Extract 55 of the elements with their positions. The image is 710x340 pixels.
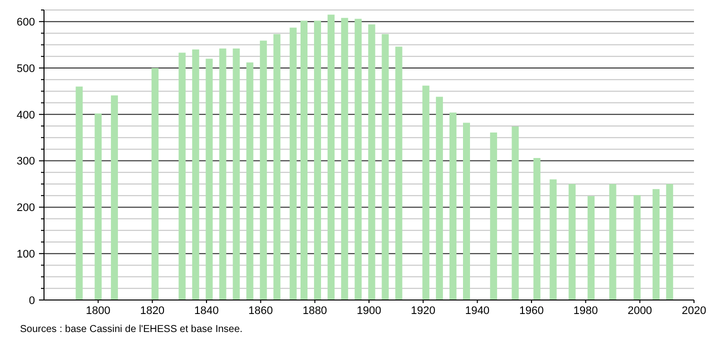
bar	[314, 20, 322, 300]
bar	[341, 18, 348, 300]
bar	[422, 86, 430, 300]
x-tick-label: 1920	[410, 305, 436, 317]
x-tick-label: 1860	[248, 305, 273, 317]
x-tick-label: 1940	[465, 305, 490, 317]
bar	[76, 86, 83, 300]
bar	[273, 34, 280, 300]
bar	[219, 48, 226, 300]
bar	[609, 184, 616, 300]
bar	[246, 62, 254, 300]
bar	[568, 184, 576, 300]
source-note: Sources : base Cassini de l'EHESS et base Insee.	[20, 324, 243, 335]
bar	[152, 68, 159, 300]
y-tick-label: 600	[16, 16, 35, 28]
bar	[382, 34, 389, 300]
bar	[588, 196, 595, 300]
x-tick-label: 1880	[302, 305, 328, 317]
bar	[260, 40, 267, 300]
y-tick-label: 400	[16, 109, 35, 122]
bar	[178, 52, 186, 300]
bar	[94, 113, 102, 300]
y-tick-label: 500	[16, 62, 35, 75]
x-tick-label: 1960	[519, 305, 544, 317]
bar	[666, 184, 674, 300]
bar	[328, 14, 335, 300]
bar	[232, 48, 240, 300]
x-tick-label: 2020	[682, 305, 706, 317]
bar	[300, 20, 308, 300]
bar	[436, 96, 443, 300]
bar	[634, 195, 641, 300]
bar	[512, 126, 519, 300]
bar	[192, 49, 200, 300]
x-tick-label: 1820	[140, 305, 165, 317]
y-tick-label: 200	[16, 202, 35, 214]
x-tick-label: 1840	[194, 305, 219, 317]
x-tick-label: 1900	[356, 305, 382, 317]
bar	[395, 46, 402, 300]
bar	[110, 95, 118, 300]
x-tick-label: 2000	[628, 305, 652, 317]
bar	[290, 28, 297, 300]
x-tick-label: 1800	[86, 305, 110, 317]
y-tick-label: 0	[28, 294, 35, 307]
bar	[533, 158, 540, 300]
bar	[490, 132, 498, 300]
y-tick-label: 300	[16, 156, 35, 168]
y-tick-label: 100	[16, 248, 35, 260]
bar	[463, 122, 470, 300]
bar	[354, 18, 362, 300]
bar	[652, 189, 660, 300]
bar	[449, 112, 456, 300]
x-tick-label: 1980	[573, 305, 598, 317]
bar	[368, 24, 376, 300]
bar	[550, 179, 557, 300]
bar	[206, 58, 213, 300]
